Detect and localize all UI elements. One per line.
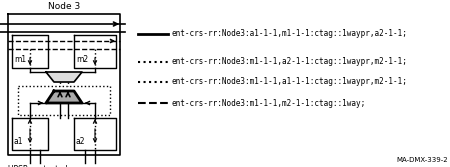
Polygon shape (12, 35, 48, 68)
Text: ent-crs-rr:Node3:m1-1-1,a1-1-1:ctag::1waypr,m2-1-1;: ent-crs-rr:Node3:m1-1-1,a1-1-1:ctag::1wa… (171, 77, 407, 87)
Polygon shape (74, 35, 116, 68)
Text: ent-crs-rr:Node3:m1-1-1,m2-1-1:ctag::1way;: ent-crs-rr:Node3:m1-1-1,m2-1-1:ctag::1wa… (171, 99, 365, 108)
Text: Node 3: Node 3 (48, 2, 80, 11)
Text: ent-crs-rr:Node3:m1-1-1,a2-1-1:ctag::1waypr,m2-1-1;: ent-crs-rr:Node3:m1-1-1,a2-1-1:ctag::1wa… (171, 57, 407, 66)
Text: a2: a2 (76, 137, 86, 146)
Text: UPSR protected: UPSR protected (8, 165, 68, 167)
Text: a1: a1 (14, 137, 23, 146)
Text: MA-DMX-339-2: MA-DMX-339-2 (396, 157, 448, 163)
Polygon shape (8, 14, 120, 155)
Polygon shape (46, 91, 82, 103)
Text: ent-crs-rr:Node3:a1-1-1,m1-1-1:ctag::1waypr,a2-1-1;: ent-crs-rr:Node3:a1-1-1,m1-1-1:ctag::1wa… (171, 30, 407, 39)
Polygon shape (74, 118, 116, 150)
Text: m2: m2 (76, 55, 88, 64)
Polygon shape (12, 118, 48, 150)
Text: m1: m1 (14, 55, 26, 64)
Polygon shape (46, 72, 82, 82)
